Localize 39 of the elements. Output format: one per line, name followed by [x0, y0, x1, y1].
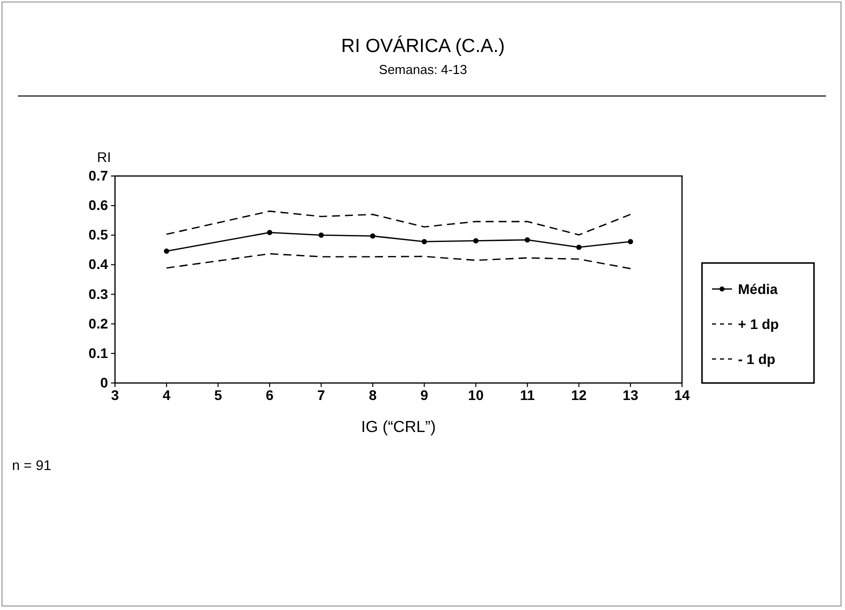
line-series [166, 253, 632, 270]
line-series [166, 210, 632, 236]
point [576, 244, 582, 250]
y-axis-title: RI [97, 149, 111, 165]
point [422, 239, 427, 244]
x-tick-label: 11 [520, 386, 535, 403]
y-tick-label: 0.4 [88, 256, 108, 272]
x-tick-label: 12 [571, 386, 587, 403]
point [370, 233, 376, 239]
chart-subtitle: Semanas: 4-13 [378, 62, 468, 77]
y-tick-label: 0.6 [88, 197, 108, 214]
x-tick-label: 9 [420, 386, 428, 403]
x-tick-label: 13 [622, 386, 638, 403]
legend-label: Média [738, 281, 778, 297]
point [473, 238, 478, 244]
text: n = 91 [12, 457, 52, 473]
x-tick-label: 4 [162, 386, 171, 403]
point [266, 230, 272, 236]
y-tick-label: 0.5 [88, 226, 108, 243]
x-tick-label: 5 [214, 386, 222, 403]
x-tick-label: 14 [674, 386, 690, 403]
x-tick-label: 8 [368, 386, 377, 403]
point [164, 248, 170, 254]
x-tick-label: 10 [468, 386, 484, 403]
y-tick-label: 0.1 [88, 344, 108, 361]
y-tick-label: 0.2 [88, 315, 108, 332]
point [628, 239, 634, 244]
y-tick-label: 0 [100, 374, 108, 390]
legend-label: - 1 dp [738, 351, 776, 367]
x-axis-title: IG (“CRL”) [361, 419, 436, 436]
y-tick-label: 0.3 [88, 286, 108, 302]
point [524, 237, 530, 243]
x-tick-label: 6 [266, 386, 274, 403]
x-tick-label: 7 [317, 386, 326, 403]
y-tick-label: 0.7 [88, 167, 108, 184]
point [318, 232, 324, 238]
x-tick-label: 3 [111, 386, 120, 403]
chart-title: RI OVÁRICA (C.A.) [341, 35, 505, 57]
legend-label: + 1 dp [738, 316, 779, 332]
